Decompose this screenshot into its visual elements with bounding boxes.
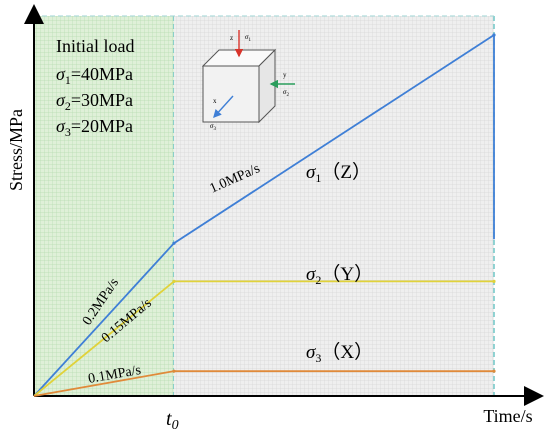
sigma3-arrow (213, 95, 234, 119)
series-lines (33, 33, 496, 397)
point-sigma2-1 (172, 279, 176, 283)
point-sigma1-1 (172, 241, 176, 245)
cube-side-face (258, 48, 276, 124)
inset-sigma3-label: σ3 (210, 122, 216, 132)
series-label-sigma2: σ2（Y） (306, 263, 373, 287)
initial-load-sigma2: σ2=30MPa (56, 90, 133, 113)
cube-inset: z σ1 y σ2 x σ3 (201, 30, 295, 132)
initial-load-sigma1: σ1=40MPa (56, 64, 133, 87)
x-tick-t0: t0 (166, 408, 179, 433)
inset-sigma2-label: σ2 (283, 88, 289, 98)
series-label-sigma1: σ1（Z） (306, 161, 371, 185)
point-sigma3-2 (492, 369, 496, 373)
initial-load-sigma3: σ3=20MPa (56, 116, 133, 139)
series-label-sigma3: σ3（X） (306, 341, 373, 365)
inset-z-label: z (230, 34, 233, 42)
region-initial-load-phase (34, 16, 174, 396)
inset-y-label: y (283, 71, 287, 79)
initial-load-heading: Initial load (56, 36, 134, 56)
inset-sigma1-label: σ1 (245, 33, 251, 43)
axes (24, 4, 544, 406)
point-sigma2-2 (492, 279, 496, 283)
phase-regions (34, 15, 495, 396)
y-axis-label: Stress/MPa (6, 109, 26, 191)
inset-x-label: x (213, 97, 217, 105)
point-sigma3-1 (172, 369, 176, 373)
x-axis-label: Time/s (483, 406, 532, 426)
cube-front-face (202, 65, 260, 123)
initial-load-legend: Initial load σ1=40MPa σ2=30MPa σ3=20MPa (56, 36, 134, 139)
